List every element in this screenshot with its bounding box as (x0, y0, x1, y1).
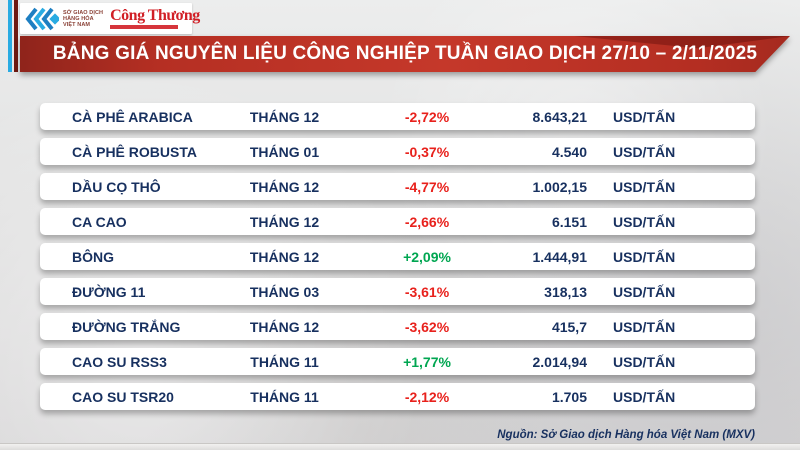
change-percent: +2,09% (403, 248, 451, 265)
table-row: ĐƯỜNG 11 THÁNG 03 -3,61% 318,13 USD/TẤN (40, 278, 755, 305)
table-row: CA CAO THÁNG 12 -2,66% 6.151 USD/TẤN (40, 208, 755, 235)
commodity-name: ĐƯỜNG 11 (72, 283, 146, 300)
table-row: CAO SU RSS3 THÁNG 11 +1,77% 2.014,94 USD… (40, 348, 755, 375)
page-title: BẢNG GIÁ NGUYÊN LIỆU CÔNG NGHIỆP TUẦN GI… (52, 43, 758, 64)
table-row: ĐƯỜNG TRẮNG THÁNG 12 -3,62% 415,7 USD/TẤ… (40, 313, 755, 340)
contract-month: THÁNG 12 (249, 178, 320, 195)
price-value: 6.151 (551, 213, 587, 230)
change-percent: +1,77% (403, 353, 451, 370)
table-row: CAO SU TSR20 THÁNG 11 -2,12% 1.705 USD/T… (40, 383, 755, 410)
contract-month: THÁNG 12 (249, 248, 320, 265)
table-row: DẦU CỌ THÔ THÁNG 12 -4,77% 1.002,15 USD/… (40, 173, 755, 200)
contract-month: THÁNG 01 (249, 143, 320, 160)
commodity-name: DẦU CỌ THÔ (72, 178, 161, 195)
price-value: 1.705 (551, 388, 587, 405)
commodity-name: CÀ PHÊ ARABICA (72, 108, 193, 125)
price-unit: USD/TẤN (613, 388, 676, 405)
change-percent: -3,61% (404, 283, 450, 300)
source-credit: Nguồn: Sở Giao dịch Hàng hóa Việt Nam (M… (497, 429, 755, 441)
title-banner-ribbon: BẢNG GIÁ NGUYÊN LIỆU CÔNG NGHIỆP TUẦN GI… (20, 36, 790, 72)
cong-thuong-tagline-bar (110, 25, 179, 29)
commodity-name: CA CAO (72, 213, 127, 230)
contract-month: THÁNG 03 (249, 283, 320, 300)
contract-month: THÁNG 12 (249, 318, 320, 335)
price-value: 1.002,15 (532, 178, 588, 195)
price-unit: USD/TẤN (613, 143, 676, 160)
contract-month: THÁNG 11 (250, 388, 319, 405)
commodity-name: CAO SU TSR20 (72, 388, 174, 405)
change-percent: -2,12% (404, 388, 450, 405)
title-banner: BẢNG GIÁ NGUYÊN LIỆU CÔNG NGHIỆP TUẦN GI… (20, 36, 790, 72)
price-value: 318,13 (544, 283, 587, 300)
cong-thuong-logo: Công Thương (110, 8, 200, 29)
table-row: CÀ PHÊ ARABICA THÁNG 12 -2,72% 8.643,21 … (40, 103, 755, 130)
mxv-chevrons-icon (25, 7, 59, 30)
price-value: 8.643,21 (532, 108, 588, 125)
contract-month: THÁNG 11 (250, 353, 319, 370)
left-accent-stripe-cyan (8, 0, 12, 72)
mxv-org-line1: SỞ GIAO DỊCH (63, 9, 104, 16)
change-percent: -2,66% (404, 213, 450, 230)
price-unit: USD/TẤN (613, 353, 676, 370)
price-value: 2.014,94 (532, 353, 588, 370)
cong-thuong-wordmark: Công Thương (110, 7, 200, 24)
price-unit: USD/TẤN (613, 213, 676, 230)
change-percent: -2,72% (404, 108, 450, 125)
price-unit: USD/TẤN (613, 248, 676, 265)
price-table: CÀ PHÊ ARABICA THÁNG 12 -2,72% 8.643,21 … (40, 103, 755, 418)
change-percent: -0,37% (404, 143, 450, 160)
price-unit: USD/TẤN (613, 283, 676, 300)
commodity-name: ĐƯỜNG TRẮNG (72, 318, 181, 335)
mxv-org-line2: HÀNG HÓA (63, 15, 94, 22)
price-value: 415,7 (551, 318, 587, 335)
mxv-org-line3: VIỆT NAM (63, 21, 91, 28)
table-row: CÀ PHÊ ROBUSTA THÁNG 01 -0,37% 4.540 USD… (40, 138, 755, 165)
commodity-name: BÔNG (72, 248, 114, 265)
price-unit: USD/TẤN (613, 178, 676, 195)
change-percent: -3,62% (404, 318, 450, 335)
price-value: 4.540 (551, 143, 587, 160)
mxv-org-name: SỞ GIAO DỊCH HÀNG HÓA VIỆT NAM (63, 10, 103, 28)
commodity-name: CÀ PHÊ ROBUSTA (72, 143, 197, 160)
bottom-edge-strip (0, 443, 800, 450)
contract-month: THÁNG 12 (249, 108, 320, 125)
left-accent-stripe-maroon (14, 0, 18, 72)
mxv-logo: SỞ GIAO DỊCH HÀNG HÓA VIỆT NAM (25, 7, 103, 31)
logo-plate: SỞ GIAO DỊCH HÀNG HÓA VIỆT NAM Công Thươ… (20, 3, 200, 34)
contract-month: THÁNG 12 (249, 213, 320, 230)
change-percent: -4,77% (404, 178, 450, 195)
price-unit: USD/TẤN (613, 318, 676, 335)
commodity-name: CAO SU RSS3 (72, 353, 167, 370)
table-row: BÔNG THÁNG 12 +2,09% 1.444,91 USD/TẤN (40, 243, 755, 270)
price-value: 1.444,91 (532, 248, 588, 265)
price-unit: USD/TẤN (613, 108, 676, 125)
